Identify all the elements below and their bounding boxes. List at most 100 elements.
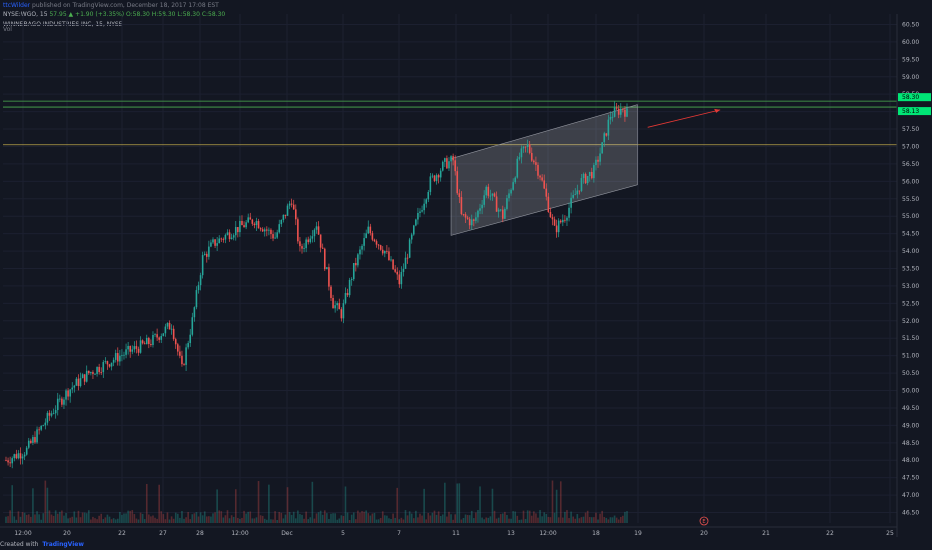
candle-body [181,355,183,365]
volume-bar [7,516,9,523]
volume-bar [174,512,177,523]
volume-bar [564,511,566,523]
volume-bar [537,517,539,523]
volume-bar [626,511,628,523]
volume-bar [504,511,506,523]
candle-body [456,171,459,194]
price-tick-label: 60.50 [902,21,919,28]
volume-bar [83,512,86,523]
candle-body [433,175,436,181]
candle-body [216,243,218,246]
volume-bar [181,510,183,523]
candle-body [593,165,595,179]
candle-body [183,364,185,365]
volume-bar [520,519,523,523]
volume-bar [617,519,620,523]
time-tick-label: 28 [196,530,204,537]
tradingview-logo[interactable]: TradingView [42,541,84,548]
time-tick-label: 11 [452,530,460,537]
candle-body [127,345,129,350]
time-tick-label: 18 [592,530,600,537]
price-channel[interactable] [450,104,638,236]
candle-body [44,422,47,426]
volume-bar [346,512,349,523]
volume-bar [473,518,475,523]
volume-bar [48,510,51,523]
volume-bar [446,516,448,523]
time-tick-label: 13 [507,530,515,537]
candle-body [466,217,469,219]
ohlc-line: NYSE:WGO, 15 57.95 ▲ +1.90 (+3.35%) O:58… [3,11,225,19]
volume-bar [214,512,216,523]
candle-body [222,238,225,240]
volume-bar [462,517,465,523]
volume-bar [154,517,156,523]
candle-body [191,317,194,335]
volume-bar [201,515,204,523]
projection-arrow[interactable] [647,108,721,128]
volume-bar [38,514,40,523]
price-tick-label: 52.50 [902,300,919,307]
volume-bar [574,518,577,523]
volume-bar [332,513,334,523]
candle-body [508,193,510,199]
volume-bar [371,513,374,523]
volume-bar [52,515,55,523]
candle-body [427,191,430,200]
volume-bar [19,516,22,523]
volume-bar [100,513,103,523]
candle-body [460,197,463,215]
author-link[interactable]: ttcWilder [3,2,31,9]
candle-body [201,255,204,276]
volume-bar [40,519,42,523]
volume-bar [489,516,492,523]
volume-bar [342,516,345,523]
candle-body [40,425,42,430]
candle-body [245,222,247,228]
volume-bar [79,517,82,523]
volume-bar [168,519,171,523]
volume-bar [348,519,351,523]
candle-body [65,390,67,400]
candlesticks [5,101,628,469]
volume-bar [559,481,562,523]
volume-bar [116,518,119,523]
candle-body [559,220,562,223]
candle-body [270,229,272,235]
volume-bar [466,514,469,523]
time-tick-label: Dec [281,530,293,537]
candle-body [15,454,18,459]
volume-bar [597,519,599,523]
volume-bar [336,519,338,523]
candle-body [67,390,69,397]
candle-body [379,245,382,250]
volume-bars [5,480,628,523]
candle-body [69,389,71,397]
time-axis[interactable]: 12:00 20 22 27 28 12:00 Dec 5 7 11 13 12:00 18 19 20 21… [0,526,897,537]
candle-body [572,195,574,198]
volume-bar [591,517,593,523]
candle-body [398,274,401,285]
earnings-marker[interactable]: E [699,516,709,526]
volume-bar [85,513,88,523]
volume-bar [54,510,57,523]
candle-body [371,233,374,240]
publish-info: published on TradingView.com, December 1… [32,2,219,9]
volume-bar [605,517,608,523]
price-axis[interactable]: 60.5060.0059.5059.0058.5058.0057.5057.00… [896,14,931,537]
candle-body [334,305,336,309]
volume-bar [487,517,490,523]
volume-bar [199,512,202,523]
volume-bar [295,518,297,523]
candle-body [79,378,82,387]
volume-bar [179,517,181,523]
volume-bar [444,482,446,523]
volume-bar [145,483,148,523]
volume-bar [431,512,434,523]
candle-body [359,249,361,255]
volume-bar [350,514,353,523]
volume-bar [106,514,109,523]
volume-bar [601,510,603,523]
candle-body [170,328,173,330]
